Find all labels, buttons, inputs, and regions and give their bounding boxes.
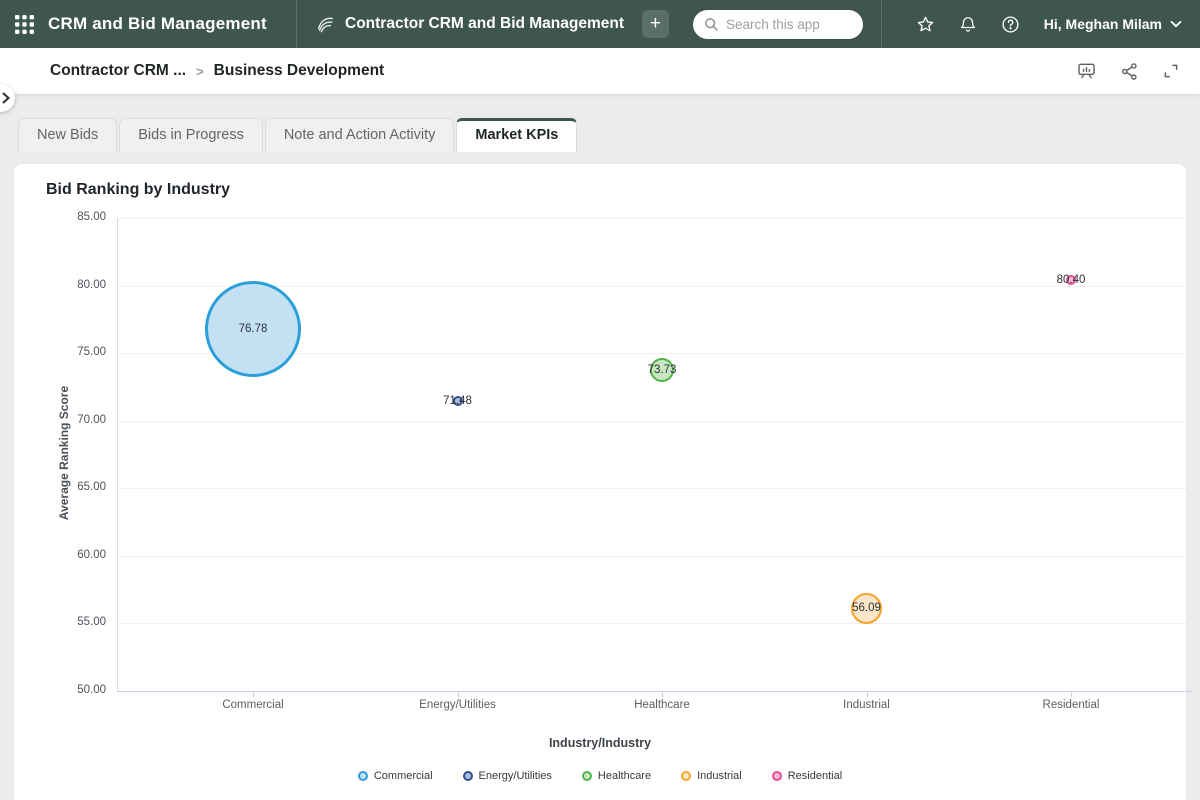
breadcrumb-bar: Contractor CRM ... > Business Developmen… (0, 48, 1200, 95)
tab-bids-in-progress[interactable]: Bids in Progress (119, 118, 263, 152)
chart-card: Bid Ranking by Industry 85.00 80.00 75.00 7… (14, 164, 1192, 800)
bubble-energy-utilities[interactable] (452, 395, 463, 406)
legend-item-energy-utilities[interactable]: Energy/Utilities (462, 770, 552, 782)
legend-item-residential[interactable]: Residential (771, 770, 843, 782)
legend-marker-icon (462, 771, 473, 781)
app-name[interactable]: Contractor CRM and Bid Management (345, 15, 625, 32)
y-tick-label: 50.00 (77, 683, 106, 696)
chevron-right-icon (2, 92, 10, 104)
x-tick-mark (866, 690, 868, 697)
favorites-star-icon[interactable] (916, 15, 935, 34)
bubble-value-label: 73.73 (647, 364, 677, 377)
bubble-residential[interactable] (1066, 275, 1076, 286)
gridline (117, 420, 1192, 422)
x-category-label: Commercial (222, 699, 284, 711)
bubble-chart: 85.00 80.00 75.00 70.00 65.00 60.00 55.00 50.00… (14, 164, 1192, 800)
feather-icon (315, 14, 335, 34)
x-tick-mark (253, 690, 254, 697)
topbar-user-section: Hi, Meghan Milam (882, 0, 1200, 48)
chevron-down-icon (1170, 20, 1182, 28)
tab-note-and-action-activity[interactable]: Note and Action Activity (264, 118, 455, 152)
bubble-healthcare[interactable] (650, 358, 674, 383)
legend-item-healthcare[interactable]: Healthcare (581, 770, 652, 782)
bubble-commercial[interactable] (205, 280, 301, 377)
breadcrumb-separator: > (196, 63, 204, 79)
chart-legend: Commercial Energy/Utilities Healthcare Indu… (14, 770, 1186, 782)
search-input[interactable] (725, 16, 852, 32)
chart-title: Bid Ranking by Industry (46, 181, 231, 198)
legend-label: Industrial (697, 770, 742, 782)
share-icon[interactable] (1120, 62, 1139, 81)
report-tabs: New Bids Bids in Progress Note and Action … (0, 95, 1200, 152)
legend-label: Residential (787, 770, 843, 782)
legend-item-commercial[interactable]: Commercial (357, 770, 433, 782)
y-axis-title: Average Ranking Score (57, 386, 71, 521)
y-tick-label: 75.00 (77, 346, 106, 358)
x-tick-mark (662, 690, 663, 697)
x-axis-title: Industry/Industry (548, 736, 652, 750)
legend-item-industrial[interactable]: Industrial (681, 770, 742, 782)
bubble-value-label: 80.40 (1056, 274, 1086, 287)
search-icon (704, 17, 719, 32)
gridline (117, 555, 1192, 557)
legend-marker-icon (771, 771, 782, 781)
x-tick-mark (1071, 690, 1072, 697)
y-tick-label: 65.00 (77, 481, 106, 493)
help-icon[interactable] (1001, 15, 1020, 34)
legend-label: Healthcare (597, 770, 652, 782)
y-tick-label: 55.00 (77, 616, 106, 628)
x-category-label: Residential (1042, 699, 1100, 711)
user-menu[interactable]: Hi, Meghan Milam (1044, 16, 1182, 32)
legend-label: Energy/Utilities (478, 770, 552, 782)
y-tick-label: 80.00 (77, 278, 106, 291)
bubble-industrial[interactable] (851, 592, 882, 624)
gridline (117, 218, 1192, 219)
legend-marker-icon (581, 771, 592, 781)
gridline (117, 285, 1192, 287)
x-category-label: Healthcare (634, 699, 690, 711)
legend-marker-icon (357, 771, 368, 781)
bubble-value-label: 71.48 (443, 394, 472, 407)
topbar-product-section: CRM and Bid Management (0, 0, 297, 48)
app-grid-icon[interactable] (14, 14, 35, 35)
top-bar: CRM and Bid Management Contractor CRM an… (0, 0, 1200, 48)
x-category-label: Energy/Utilities (419, 699, 496, 711)
tab-new-bids[interactable]: New Bids (18, 118, 118, 152)
user-greeting: Hi, Meghan Milam (1043, 16, 1162, 32)
y-tick-label: 70.00 (77, 413, 106, 426)
bubble-value-label: 56.09 (852, 602, 881, 615)
new-item-button[interactable]: + (642, 10, 669, 38)
gridline (117, 488, 1192, 489)
bubble-value-label: 76.78 (238, 322, 268, 335)
product-title: CRM and Bid Management (48, 14, 267, 33)
y-axis-line (117, 218, 118, 691)
gridline (117, 353, 1192, 354)
app-search[interactable] (692, 9, 863, 39)
y-tick-label: 85.00 (77, 211, 106, 223)
x-category-label: Industrial (843, 699, 890, 711)
gridline (117, 623, 1192, 624)
y-tick-label: 60.00 (77, 548, 106, 561)
dashboard-presentation-icon[interactable] (1076, 61, 1097, 81)
tab-market-kpis[interactable]: Market KPIs (456, 118, 578, 152)
breadcrumb-app[interactable]: Contractor CRM ... (50, 62, 187, 79)
topbar-app-section: Contractor CRM and Bid Management + (297, 0, 882, 48)
notifications-bell-icon[interactable] (959, 15, 977, 34)
sidebar-expand-toggle[interactable] (0, 84, 15, 112)
expand-fullscreen-icon[interactable] (1162, 62, 1180, 80)
x-tick-mark (457, 690, 459, 697)
legend-label: Commercial (373, 770, 433, 782)
x-axis-line (117, 690, 1192, 692)
legend-marker-icon (681, 771, 692, 781)
breadcrumb-page: Business Development (213, 62, 385, 79)
